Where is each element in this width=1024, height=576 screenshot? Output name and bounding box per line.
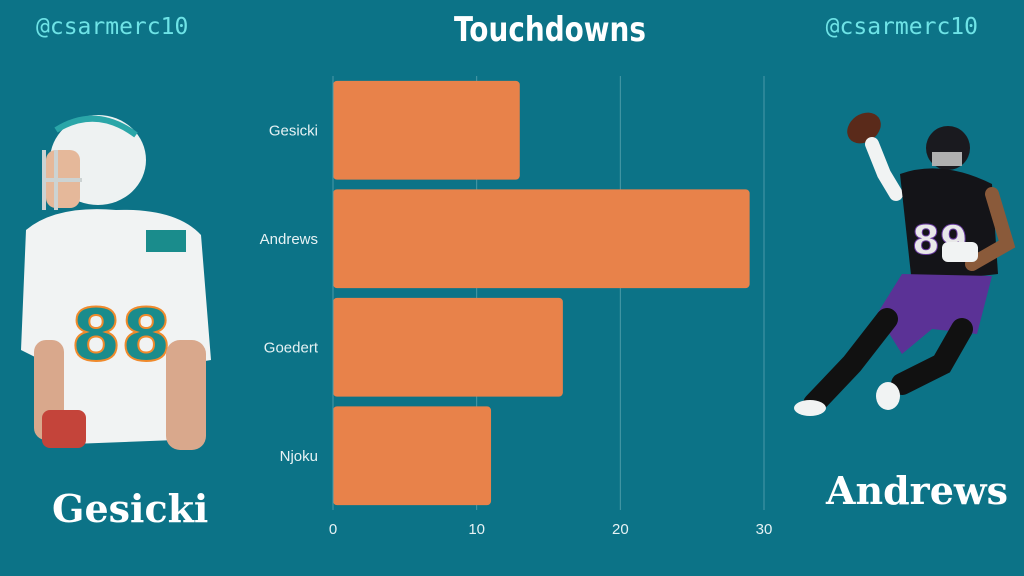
- bar: [333, 297, 563, 397]
- player-name-gesicki: Gesicki: [52, 486, 209, 531]
- twitter-handle-left: @csarmerc10: [36, 14, 189, 40]
- twitter-handle-right: @csarmerc10: [825, 14, 978, 40]
- player-name-andrews: Andrews: [826, 468, 1008, 513]
- bar: [333, 80, 520, 180]
- x-tick-label: 20: [612, 521, 629, 538]
- category-label: Gesicki: [269, 122, 318, 139]
- andrews-player-image: 89: [794, 112, 1016, 416]
- gesicki-player-image: 88: [21, 115, 211, 450]
- category-label: Njoku: [280, 448, 318, 465]
- chart-title: Touchdowns: [453, 10, 647, 50]
- x-tick-label: 30: [756, 521, 773, 538]
- x-tick-label: 0: [329, 521, 337, 538]
- svg-text:88: 88: [71, 293, 171, 377]
- bar: [333, 406, 492, 506]
- x-tick-label: 10: [468, 521, 485, 538]
- category-label: Andrews: [260, 231, 318, 248]
- category-label: Goedert: [264, 339, 319, 356]
- bar: [333, 189, 750, 289]
